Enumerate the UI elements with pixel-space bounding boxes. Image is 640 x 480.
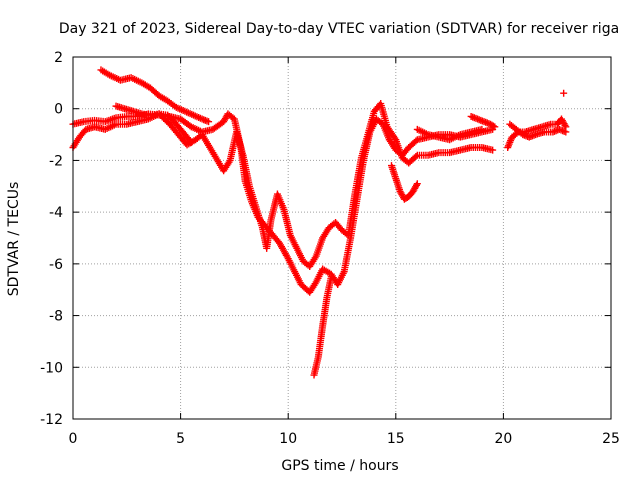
data-point [391,134,399,142]
x-tick-label: 0 [69,431,78,447]
y-tick-label: 2 [54,50,63,66]
data-point [491,123,499,131]
y-axis: 2 0 -2 -4 -6 -8 -10 -12 [40,50,611,428]
x-tick-label: 10 [279,431,297,447]
data-point [412,181,420,189]
data-points [69,66,570,379]
data-point [205,118,213,126]
data-point [478,125,486,133]
y-tick-label: -2 [49,153,63,169]
x-tick-label: 20 [494,431,512,447]
data-point [186,137,194,145]
x-axis: 0 5 10 15 20 25 [69,57,620,447]
data-point [187,138,195,146]
x-tick-label: 15 [387,431,405,447]
chart-title: Day 321 of 2023, Sidereal Day-to-day VTE… [59,21,619,37]
x-axis-label: GPS time / hours [281,458,398,474]
y-tick-label: 0 [54,102,63,118]
y-tick-label: -12 [40,412,63,428]
data-point [327,273,335,281]
data-point [562,128,570,136]
data-point [489,146,497,154]
y-tick-label: -6 [49,257,63,273]
y-tick-label: -10 [40,360,63,376]
y-tick-label: -4 [49,205,63,221]
data-point [489,122,497,130]
data-point [561,121,569,129]
x-tick-label: 25 [602,431,620,447]
data-point [413,180,421,188]
y-tick-label: -8 [49,309,63,325]
data-point [560,89,568,97]
y-axis-label: SDTVAR / TECUs [6,182,22,297]
plot-frame [72,56,612,420]
data-point [412,153,420,161]
x-tick-label: 5 [176,431,185,447]
